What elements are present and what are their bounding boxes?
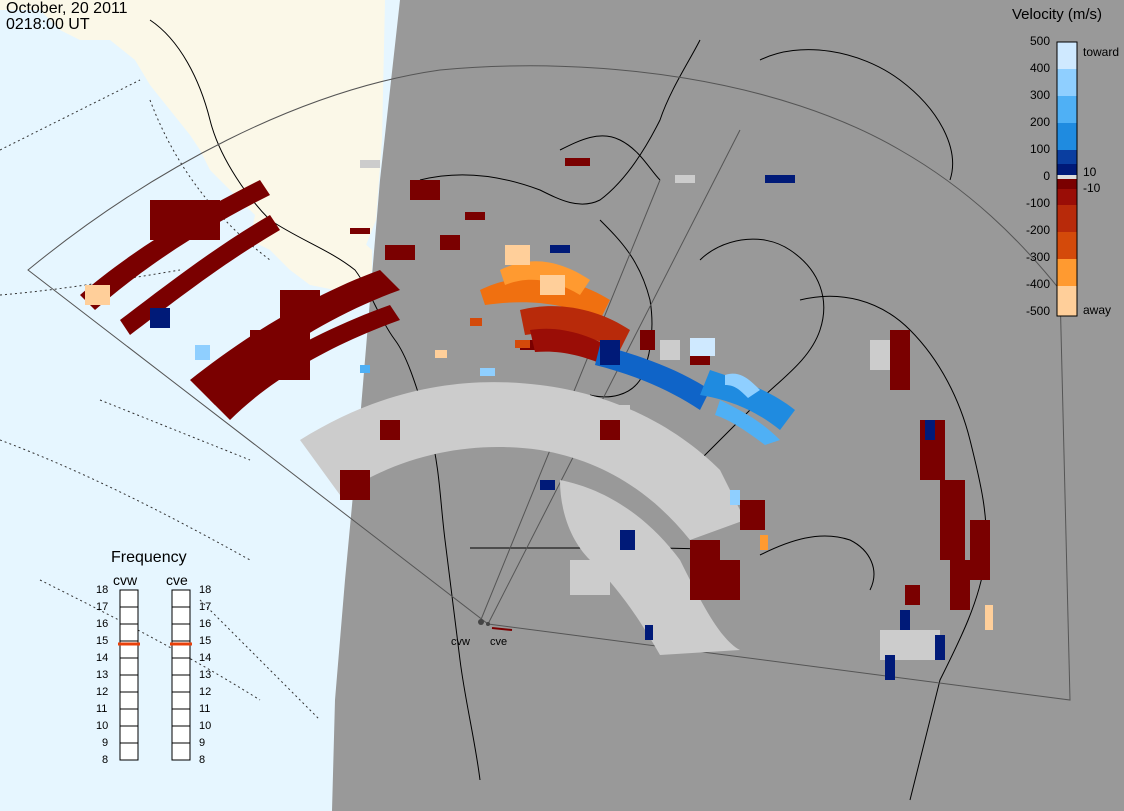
colorbar-tick: -100: [1010, 196, 1050, 210]
colorbar-tick: 300: [1010, 88, 1050, 102]
radar-site-label-cvw: cvw: [451, 636, 470, 648]
colorbar-title: Velocity (m/s): [1012, 6, 1102, 23]
freq-scale-left: 14: [96, 652, 108, 664]
cvw-label: cvw: [113, 572, 137, 588]
freq-scale-right: 16: [199, 618, 211, 630]
colorbar-tick: -200: [1010, 223, 1050, 237]
colorbar-tick: 500: [1010, 34, 1050, 48]
colorbar-tick: 0: [1010, 169, 1050, 183]
freq-scale-right: 18: [199, 584, 211, 596]
freq-scale-right: 9: [199, 737, 205, 749]
freq-scale-right: 17: [199, 601, 211, 613]
freq-scale-left: 11: [96, 703, 107, 715]
away-label: away: [1083, 303, 1111, 317]
freq-scale-left: 8: [102, 754, 108, 766]
freq-scale-right: 14: [199, 652, 211, 664]
toward-label: toward: [1083, 45, 1119, 59]
freq-scale-left: 16: [96, 618, 108, 630]
colorbar-tick: 200: [1010, 115, 1050, 129]
colorbar-tick: -400: [1010, 277, 1050, 291]
date-label: October, 20 2011: [6, 0, 128, 17]
colorbar-tick: -500: [1010, 304, 1050, 318]
colorbar-tick: 400: [1010, 61, 1050, 75]
cve-label: cve: [166, 572, 188, 588]
freq-scale-left: 12: [96, 686, 108, 698]
freq-scale-left: 10: [96, 720, 108, 732]
colorbar-low-tick: -10: [1083, 181, 1100, 195]
freq-scale-right: 8: [199, 754, 205, 766]
freq-scale-right: 15: [199, 635, 211, 647]
freq-scale-left: 13: [96, 669, 108, 681]
freq-scale-right: 12: [199, 686, 211, 698]
colorbar-tick: -300: [1010, 250, 1050, 264]
freq-scale-left: 9: [102, 737, 108, 749]
time-label: 0218:00 UT: [6, 16, 90, 33]
freq-scale-left: 17: [96, 601, 108, 613]
frequency-title: Frequency: [111, 549, 187, 567]
freq-scale-left: 18: [96, 584, 108, 596]
freq-scale-right: 10: [199, 720, 211, 732]
velocity-colorbar: [1057, 42, 1077, 316]
freq-scale-right: 13: [199, 669, 211, 681]
freq-scale-left: 15: [96, 635, 108, 647]
colorbar-low-tick: 10: [1083, 165, 1096, 179]
radar-site-label-cve: cve: [490, 636, 507, 648]
colorbar-tick: 100: [1010, 142, 1050, 156]
freq-scale-right: 11: [199, 703, 210, 715]
